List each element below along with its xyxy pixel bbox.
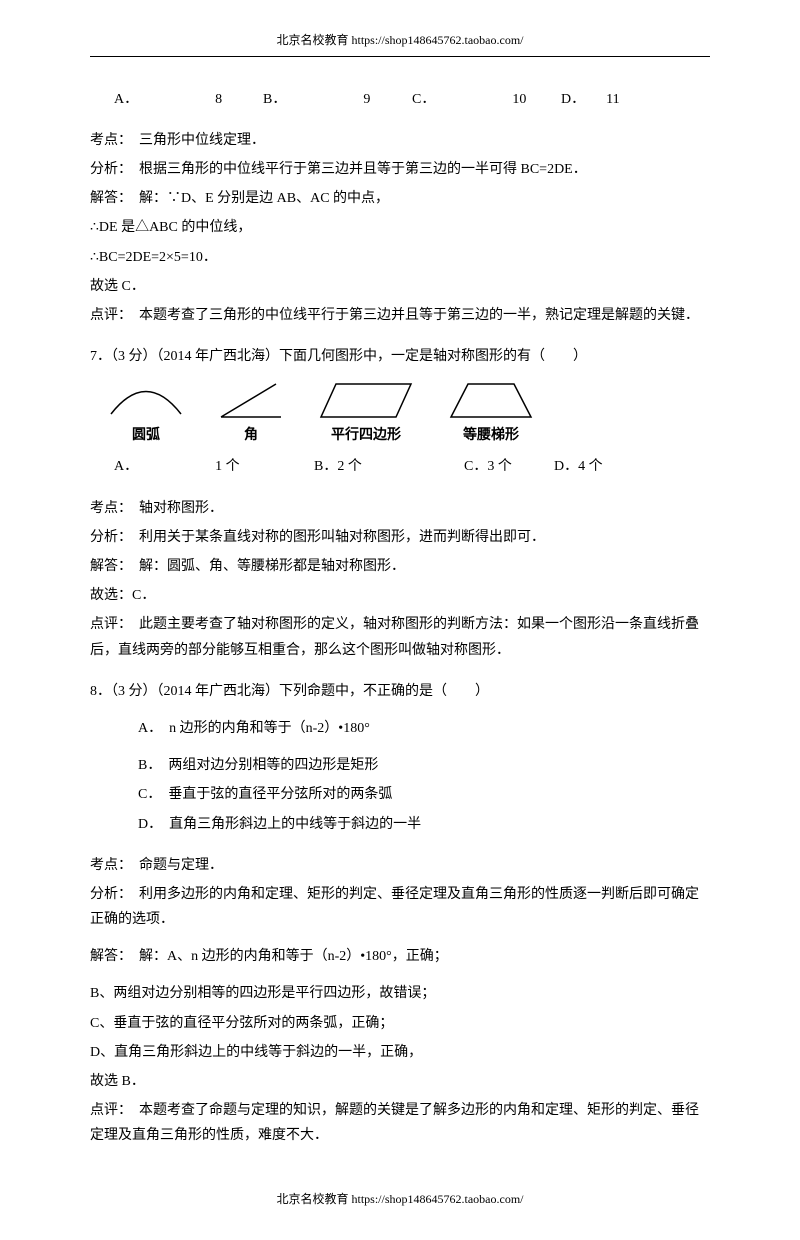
opt-a-label: A． [138,721,155,736]
kd-text: 轴对称图形． [139,501,223,516]
opt-a-val: 1 个 [215,459,240,474]
page-footer: 北京名校教育 https://shop148645762.taobao.com/ [90,1189,710,1211]
dp-label: 点评： [90,617,125,632]
label-para: 平行四边形 [316,423,416,448]
opt-a-text: n 边形的内角和等于（n-2）•180° [169,721,370,736]
dp-text: 本题考查了命题与定理的知识，解题的关键是了解多边形的内角和定理、矩形的判定、垂径… [90,1103,699,1143]
opt-a-label: A． [114,459,131,474]
q7-shapes [106,379,710,419]
opt-b-text: 两组对边分别相等的四边形是矩形 [168,758,378,773]
opt-c-label: C． [138,787,154,802]
q7-opt-a: A． 1 个 [114,454,314,479]
q7-dp: 点评： 此题主要考查了轴对称图形的定义，轴对称图形的判断方法：如果一个图形沿一条… [90,612,710,662]
dp-text: 此题主要考查了轴对称图形的定义，轴对称图形的判断方法：如果一个图形沿一条直线折叠… [90,617,699,657]
q7-opt-c: C．3 个 [464,454,554,479]
jd-text: 解：∵D、E 分别是边 AB、AC 的中点， [139,191,389,206]
q7-opt-b: B．2 个 [314,454,464,479]
q6-dp: 点评： 本题考查了三角形的中位线平行于第三边并且等于第三边的一半，熟记定理是解题… [90,303,710,328]
shape-trapezoid [446,379,536,419]
q8-le: 故选 B． [90,1069,710,1094]
fx-text: 根据三角形的中位线平行于第三边并且等于第三边的一半可得 BC=2DE． [139,162,587,177]
q6-opt-b: B． 9 [263,87,412,112]
kd-label: 考点： [90,133,125,148]
jd-text: 解：A、n 边形的内角和等于（n-2）•180°，正确； [139,949,448,964]
shape-arc [106,379,186,419]
q7-fx: 分析： 利用关于某条直线对称的图形叫轴对称图形，进而判断得出即可． [90,525,710,550]
q6-l4: 故选 C． [90,274,710,299]
dp-text: 本题考查了三角形的中位线平行于第三边并且等于第三边的一半，熟记定理是解题的关键． [139,308,699,323]
fx-text: 利用关于某条直线对称的图形叫轴对称图形，进而判断得出即可． [139,530,545,545]
opt-b-val: 9 [363,92,370,107]
fx-label: 分析： [90,162,125,177]
opt-d-text: 直角三角形斜边上的中线等于斜边的一半 [169,817,421,832]
q7-l2: 故选：C． [90,583,710,608]
q6-fx: 分析： 根据三角形的中位线平行于第三边并且等于第三边的一半可得 BC=2DE． [90,157,710,182]
q6-kd: 考点： 三角形中位线定理． [90,128,710,153]
dp-label: 点评： [90,308,125,323]
q8-opt-c: C． 垂直于弦的直径平分弦所对的两条弧 [138,782,710,807]
label-arc: 圆弧 [106,423,186,448]
q7-opt-d: D．4 个 [554,454,634,479]
q8-fx: 分析： 利用多边形的内角和定理、矩形的判定、垂径定理及直角三角形的性质逐一判断后… [90,882,710,932]
opt-a-val: 8 [215,92,222,107]
opt-c-label: C． [412,92,428,107]
q8-opt-d: D． 直角三角形斜边上的中线等于斜边的一半 [138,812,710,837]
q8-stem: 8．（3 分）（2014 年广西北海）下列命题中，不正确的是（ ） [90,679,710,704]
q8-opt-a: A． n 边形的内角和等于（n-2）•180° [138,716,710,741]
q8-kd: 考点： 命题与定理． [90,853,710,878]
parallelogram-icon [316,379,416,419]
q6-l3: ∴BC=2DE=2×5=10． [90,245,710,270]
q8-dp: 点评： 本题考查了命题与定理的知识，解题的关键是了解多边形的内角和定理、矩形的判… [90,1098,710,1148]
opt-c-text: 垂直于弦的直径平分弦所对的两条弧 [168,787,392,802]
q7-kd: 考点： 轴对称图形． [90,496,710,521]
jd-label: 解答： [90,191,125,206]
shape-parallelogram [316,379,416,419]
q6-opt-c: C． 10 [412,87,561,112]
q8-jd: 解答： 解：A、n 边形的内角和等于（n-2）•180°，正确； [90,944,710,969]
opt-d-val: 11 [606,92,619,107]
q7-stem: 7．（3 分）（2014 年广西北海）下面几何图形中，一定是轴对称图形的有（ ） [90,344,710,369]
q7-shape-labels: 圆弧 角 平行四边形 等腰梯形 [106,423,710,448]
page-header: 北京名校教育 https://shop148645762.taobao.com/ [90,30,710,57]
fx-text: 利用多边形的内角和定理、矩形的判定、垂径定理及直角三角形的性质逐一判断后即可确定… [90,887,699,927]
dp-label: 点评： [90,1103,125,1118]
q7-jd: 解答： 解：圆弧、角、等腰梯形都是轴对称图形． [90,554,710,579]
shape-angle [216,379,286,419]
opt-b-label: B． [263,92,279,107]
opt-a-label: A． [114,92,131,107]
q7-options: A． 1 个 B．2 个 C．3 个 D．4 个 [114,454,710,479]
arc-icon [106,379,186,419]
fx-label: 分析： [90,887,125,902]
kd-label: 考点： [90,501,125,516]
angle-icon [216,379,286,419]
jd-label: 解答： [90,949,125,964]
q6-options: A． 8 B． 9 C． 10 D． 11 [114,87,710,112]
kd-text: 三角形中位线定理． [139,133,265,148]
opt-b-label: B． [138,758,154,773]
jd-text: 解：圆弧、角、等腰梯形都是轴对称图形． [139,559,405,574]
opt-d-label: D． [561,92,578,107]
q6-l2: ∴DE 是△ABC 的中位线， [90,215,710,240]
q6-jd: 解答： 解：∵D、E 分别是边 AB、AC 的中点， [90,186,710,211]
q8-lc: C、垂直于弦的直径平分弦所对的两条弧，正确； [90,1011,710,1036]
q6-opt-d: D． 11 [561,87,710,112]
kd-label: 考点： [90,858,125,873]
q6-opt-a: A． 8 [114,87,263,112]
kd-text: 命题与定理． [139,858,223,873]
q8-lb: B、两组对边分别相等的四边形是平行四边形，故错误； [90,981,710,1006]
fx-label: 分析： [90,530,125,545]
q8-ld: D、直角三角形斜边上的中线等于斜边的一半，正确， [90,1040,710,1065]
q8-opt-b: B． 两组对边分别相等的四边形是矩形 [138,753,710,778]
opt-d-label: D． [138,817,155,832]
opt-c-val: 10 [512,92,526,107]
label-angle: 角 [216,423,286,448]
label-trap: 等腰梯形 [446,423,536,448]
trapezoid-icon [446,379,536,419]
jd-label: 解答： [90,559,125,574]
